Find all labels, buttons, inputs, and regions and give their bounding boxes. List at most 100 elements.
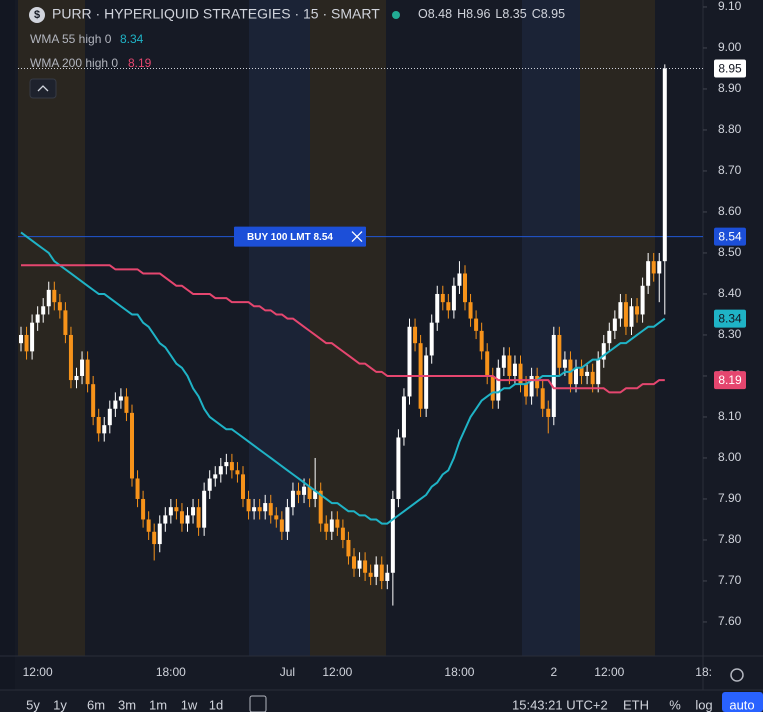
candle-body: [207, 478, 212, 491]
order-badge-bg: [714, 227, 746, 246]
wma55-badge: 8.34: [718, 312, 742, 326]
y-tick-label: 7.70: [718, 573, 742, 587]
candle-body: [468, 302, 473, 319]
range-button[interactable]: 1w: [181, 697, 198, 712]
candle-body: [385, 572, 390, 581]
session-bands: [18, 0, 655, 656]
candle-body: [413, 326, 418, 344]
candle-body: [179, 511, 184, 524]
candle-body: [496, 367, 501, 401]
candle-body: [130, 412, 134, 479]
overlay: $ PURR · HYPERLIQUID STRATEGIES · 15 · S…: [29, 6, 565, 99]
candle-body: [407, 326, 412, 397]
candle-body: [191, 507, 196, 516]
candle-body: [107, 408, 112, 426]
plot-area: [18, 64, 703, 606]
y-tick-label: 8.70: [718, 163, 742, 177]
order-badge: 8.54: [718, 230, 742, 244]
candle-body: [646, 261, 651, 286]
symbol-title[interactable]: PURR · HYPERLIQUID STRATEGIES · 15 · SMA…: [52, 6, 380, 22]
candle-body: [662, 68, 667, 262]
candle-body: [590, 371, 595, 385]
indicator-name[interactable]: WMA 55 high 0: [30, 32, 112, 46]
candle-body: [30, 322, 35, 352]
candle-body: [290, 490, 295, 508]
candle-body: [518, 363, 523, 385]
candle-body: [340, 527, 345, 540]
y-tick-label: 7.90: [718, 491, 742, 505]
last-price-badge-bg: [714, 59, 746, 78]
candle-body: [218, 466, 223, 475]
wma-line: [20, 231, 666, 525]
calendar-icon[interactable]: [249, 695, 267, 712]
symbol-icon-glyph: $: [34, 9, 40, 21]
clock[interactable]: 15:43:21 UTC+2: [512, 697, 608, 712]
range-button[interactable]: 1d: [209, 697, 223, 712]
candle-body: [102, 425, 107, 434]
candle-body: [63, 310, 68, 335]
x-tick-label: 12:00: [322, 665, 352, 679]
order-close-icon: [351, 231, 363, 243]
y-tick-label: 8.00: [718, 450, 742, 464]
candle-body: [68, 334, 73, 381]
range-button[interactable]: 3m: [118, 697, 136, 712]
candle-body: [302, 486, 307, 495]
auto-toggle[interactable]: auto: [729, 697, 754, 712]
candle-body: [629, 306, 634, 327]
y-tick-label: 8.10: [718, 409, 742, 423]
candle-body: [168, 507, 173, 516]
range-button[interactable]: 5y: [26, 697, 40, 712]
candle-body: [596, 359, 601, 385]
order-label[interactable]: BUY 100 LMT 8.54: [234, 226, 366, 247]
indicator-name[interactable]: WMA 200 high 0: [30, 56, 118, 70]
candle-body: [524, 384, 529, 397]
range-button[interactable]: 6m: [87, 697, 105, 712]
candle-body: [485, 351, 490, 376]
y-tick-label: 9.00: [718, 40, 742, 54]
wma-line: [21, 264, 665, 394]
candle-body: [607, 330, 612, 344]
candle-body: [329, 519, 334, 532]
candle-body: [612, 318, 617, 331]
candle-body: [274, 515, 279, 520]
candle-body: [396, 437, 401, 499]
x-tick-label: 18:00: [156, 665, 186, 679]
candle-body: [451, 285, 456, 311]
candle-body: [335, 519, 340, 528]
y-tick-label: 8.80: [718, 122, 742, 136]
candle-body: [574, 367, 578, 385]
x-tick-label: Jul: [280, 665, 295, 679]
y-tick-label: 8.50: [718, 245, 742, 259]
candle-body: [74, 375, 79, 381]
currency[interactable]: ETH: [623, 697, 649, 712]
candle-body: [623, 302, 628, 327]
range-button[interactable]: 1y: [53, 697, 67, 712]
y-tick-label: 7.80: [718, 532, 742, 546]
candle-body: [163, 515, 168, 524]
candle-body: [457, 273, 462, 286]
candle-body: [19, 334, 23, 344]
log-toggle[interactable]: log: [695, 697, 712, 712]
percent-toggle[interactable]: %: [669, 697, 681, 712]
candle-body: [463, 273, 467, 303]
candle-body: [440, 293, 445, 303]
candle-body: [85, 359, 90, 385]
last-price-badge: 8.95: [718, 62, 742, 76]
candle-body: [374, 564, 379, 577]
range-button[interactable]: 1m: [149, 697, 167, 712]
candle-body: [35, 314, 40, 323]
candle-body: [657, 261, 662, 274]
wma55-badge-bg: [714, 309, 746, 328]
x-tick-label: 18:: [695, 665, 712, 679]
candle-body: [529, 375, 534, 397]
candle-body: [363, 560, 368, 573]
collapse-button[interactable]: [29, 78, 57, 99]
settings-icon[interactable]: [730, 668, 744, 682]
candle-body: [557, 334, 562, 368]
symbol-icon[interactable]: [29, 7, 45, 23]
candle-body: [429, 322, 434, 356]
y-tick-label: 8.30: [718, 327, 742, 341]
candle-body: [224, 462, 229, 467]
candle-body: [241, 474, 245, 499]
